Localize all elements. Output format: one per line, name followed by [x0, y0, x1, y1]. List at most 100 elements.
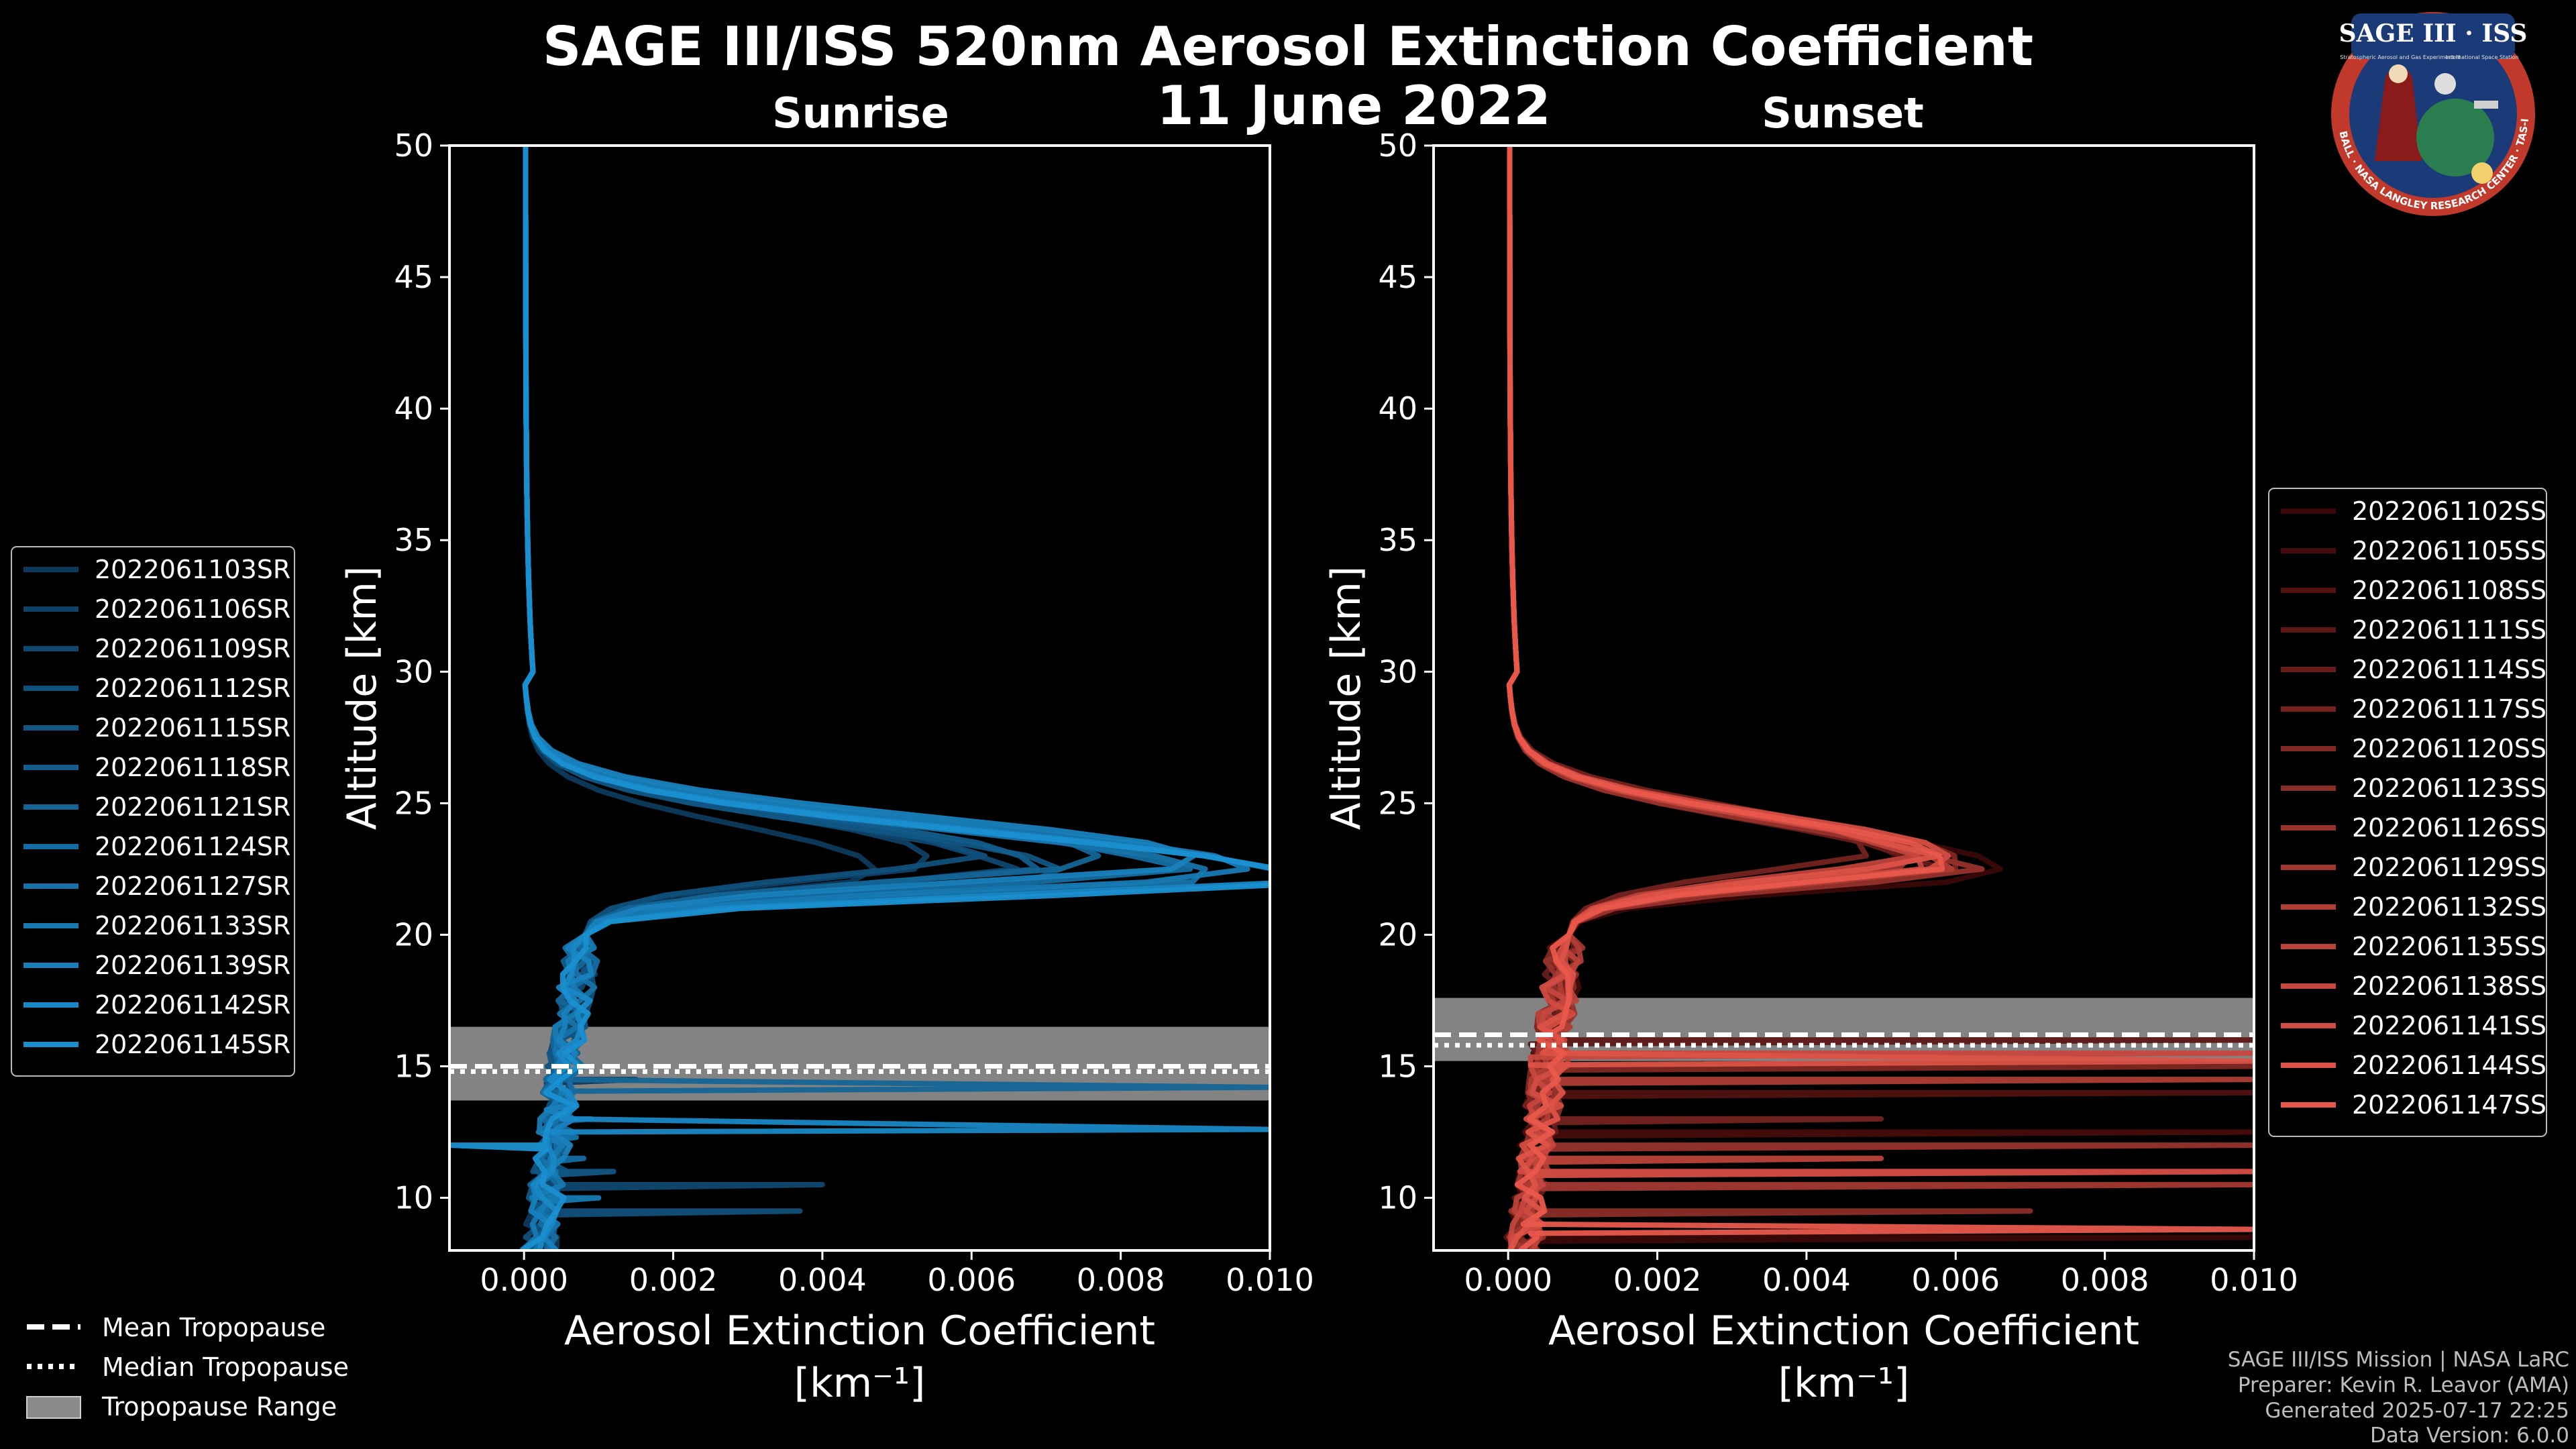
y-tick-label: 25: [1378, 785, 1417, 821]
x-axis-label: Aerosol Extinction Coefficient: [564, 1307, 1155, 1354]
logo-small-text-2: International Space Station: [2446, 54, 2519, 60]
y-tick-label: 45: [1378, 259, 1417, 295]
legend-mean-tropopause-label: Mean Tropopause: [102, 1313, 325, 1342]
legend-label-2022061111SS: 2022061111SS: [2352, 615, 2546, 645]
legend-label-2022061117SS: 2022061117SS: [2352, 694, 2546, 724]
legend-label-2022061114SS: 2022061114SS: [2352, 655, 2546, 684]
logo-small-text-1: Stratospheric Aerosol and Gas Experiment…: [2340, 54, 2460, 60]
legend-label-2022061118SR: 2022061118SR: [95, 753, 290, 782]
y-tick-label: 10: [1378, 1180, 1417, 1216]
y-tick-label: 50: [394, 127, 433, 164]
y-tick-label: 30: [1378, 653, 1417, 690]
legend-label-2022061115SR: 2022061115SR: [95, 713, 290, 743]
y-tick-label: 35: [394, 522, 433, 558]
profile-line-2022061147SS: [1506, 146, 2254, 1250]
y-tick-label: 30: [394, 653, 433, 690]
panel-title-sunset: Sunset: [1762, 89, 1924, 138]
sunrise-panel: 10 15 20 25 30 35 40 45 50 0.000 0.002 0.004 0.006 0.…: [339, 127, 1314, 1407]
y-tick-label: 25: [394, 785, 433, 821]
legend-label-2022061129SS: 2022061129SS: [2352, 853, 2546, 882]
legend-frame: [2268, 488, 2547, 1137]
legend-label-2022061135SS: 2022061135SS: [2352, 932, 2546, 961]
legend-label-2022061142SR: 2022061142SR: [95, 990, 290, 1020]
x-tick-label: 0.000: [480, 1262, 568, 1298]
logo-figure: [2375, 66, 2422, 161]
x-tick-label: 0.004: [778, 1262, 867, 1298]
logo-sun: [2471, 162, 2493, 184]
y-tick-label: 40: [394, 390, 433, 427]
legend-label-2022061120SS: 2022061120SS: [2352, 734, 2546, 763]
x-tick-label: 0.008: [2061, 1262, 2149, 1298]
logo-banner: [2351, 13, 2515, 59]
legend-label-2022061105SS: 2022061105SS: [2352, 536, 2546, 566]
x-axis-label: Aerosol Extinction Coefficient: [1548, 1307, 2139, 1354]
y-tick-label: 50: [1378, 127, 1417, 164]
legend-label-2022061112SR: 2022061112SR: [95, 674, 290, 703]
tropopause-legend: Mean Tropopause Median Tropopause Tropop…: [26, 1313, 349, 1421]
legend-label-2022061109SR: 2022061109SR: [95, 634, 290, 663]
logo-text: SAGE III · ISS: [2339, 19, 2528, 48]
x-tick-label: 0.008: [1077, 1262, 1165, 1298]
profiles-group: [449, 146, 1270, 1250]
y-tick-label: 40: [1378, 390, 1417, 427]
logo-earth: [2416, 99, 2494, 176]
legend-label-2022061127SR: 2022061127SR: [95, 871, 290, 901]
legend-label-2022061124SR: 2022061124SR: [95, 832, 290, 861]
x-tick-label: 0.002: [629, 1262, 718, 1298]
x-tick-label: 0.010: [2210, 1262, 2298, 1298]
legend-label-2022061102SS: 2022061102SS: [2352, 496, 2546, 526]
legend-label-2022061132SS: 2022061132SS: [2352, 892, 2546, 922]
credit-generated: Generated 2025-07-17 22:25: [2265, 1399, 2569, 1423]
legend-label-2022061145SR: 2022061145SR: [95, 1030, 290, 1059]
x-tick-label: 0.000: [1464, 1262, 1552, 1298]
plot-frame: [1432, 144, 2255, 1252]
y-axis-label: Altitude [km]: [1323, 566, 1370, 830]
credit-preparer: Preparer: Kevin R. Leavor (AMA): [2238, 1373, 2569, 1397]
y-tick-label: 45: [394, 259, 433, 295]
profile-line-2022061145SR: [449, 146, 1270, 1250]
sunset-panel: 10 15 20 25 30 35 40 45 50 0.000 0.002 0.004 0.006 0.…: [1323, 127, 2298, 1407]
y-tick-label: 20: [394, 916, 433, 953]
profiles-group: [1503, 146, 2254, 1250]
logo-figure-head: [2389, 64, 2408, 83]
credit-mission: SAGE III/ISS Mission | NASA LaRC: [2228, 1348, 2569, 1372]
figure-subtitle: 11 June 2022: [1157, 74, 1551, 137]
legend-label-2022061121SR: 2022061121SR: [95, 792, 290, 822]
credits: SAGE III/ISS Mission | NASA LaRC Prepare…: [2228, 1348, 2569, 1448]
legend-label-2022061138SS: 2022061138SS: [2352, 971, 2546, 1001]
legend-median-tropopause-label: Median Tropopause: [102, 1352, 349, 1382]
sunrise-legend: 2022061103SR 2022061106SR 2022061109SR 2022…: [11, 546, 295, 1077]
credit-data-version: Data Version: 6.0.0: [2370, 1424, 2569, 1448]
legend-label-2022061144SS: 2022061144SS: [2352, 1051, 2546, 1080]
x-tick-label: 0.006: [927, 1262, 1016, 1298]
legend-label-2022061133SR: 2022061133SR: [95, 911, 290, 941]
x-tick-label: 0.002: [1613, 1262, 1702, 1298]
legend-label-2022061123SS: 2022061123SS: [2352, 773, 2546, 803]
y-tick-label: 20: [1378, 916, 1417, 953]
y-axis-label: Altitude [km]: [339, 566, 386, 830]
legend-label-2022061139SR: 2022061139SR: [95, 951, 290, 980]
panel-title-sunrise: Sunrise: [772, 89, 949, 138]
legend-label-2022061108SS: 2022061108SS: [2352, 576, 2546, 605]
legend-label-2022061141SS: 2022061141SS: [2352, 1011, 2546, 1040]
legend-label-2022061103SR: 2022061103SR: [95, 555, 290, 584]
legend-label-2022061126SS: 2022061126SS: [2352, 813, 2546, 843]
x-tick-label: 0.006: [1911, 1262, 2000, 1298]
y-tick-label: 10: [394, 1180, 433, 1216]
legend-frame: [11, 546, 295, 1077]
legend-label-2022061147SS: 2022061147SS: [2352, 1090, 2546, 1120]
y-tick-label: 35: [1378, 522, 1417, 558]
y-tick-label: 15: [1378, 1049, 1417, 1085]
x-tick-label: 0.010: [1226, 1262, 1314, 1298]
logo-moon: [2434, 73, 2456, 95]
logo-iss: [2474, 101, 2498, 109]
sunset-legend: 2022061102SS 2022061105SS 2022061108SS 2022…: [2268, 488, 2547, 1137]
x-axis-unit: [km⁻¹]: [1778, 1360, 1910, 1407]
legend-tropopause-range-label: Tropopause Range: [101, 1392, 337, 1421]
x-tick-label: 0.004: [1762, 1262, 1851, 1298]
x-axis-unit: [km⁻¹]: [794, 1360, 926, 1407]
y-tick-label: 15: [394, 1049, 433, 1085]
legend-tropopause-range-swatch: [26, 1396, 81, 1419]
